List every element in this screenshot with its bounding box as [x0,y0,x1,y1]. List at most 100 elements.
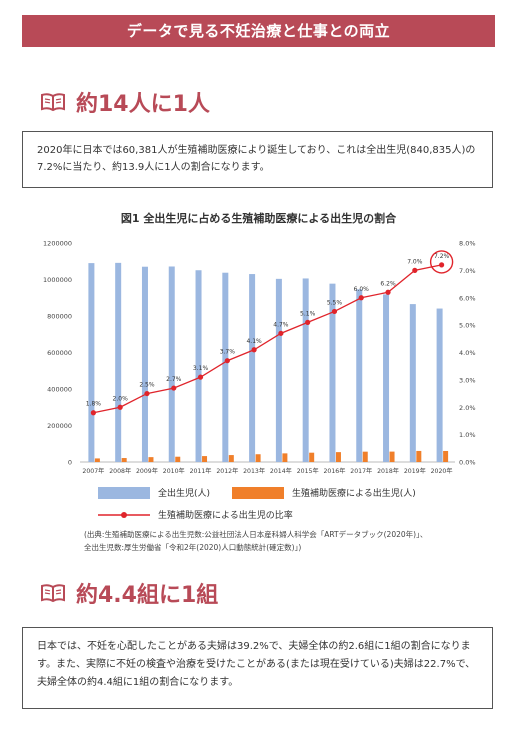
section1-heading-text: 約14人に1人 [76,92,210,117]
ratio-point [385,289,391,295]
right-tick-label: 8.0% [459,240,476,248]
legend-swatch-blue [98,486,150,499]
bar-all-births [249,274,256,462]
ratio-data-label: 5.1% [300,310,316,317]
right-tick-label: 6.0% [459,294,476,302]
left-tick-label: 800000 [47,313,72,321]
legend-art-births-label: 生殖補助医療による出生児(人) [292,489,416,499]
ratio-data-label: 2.7% [166,376,182,383]
right-tick-label: 0.0% [459,459,476,467]
left-tick-label: 0 [68,459,72,467]
ratio-data-label: 2.0% [113,395,129,402]
section1-heading: 約14人に1人 [40,84,210,120]
bar-all-births [141,266,148,462]
right-tick-label: 3.0% [459,376,476,384]
x-tick-label: 2009年 [136,467,158,475]
bar-art-births [175,456,181,462]
bar-art-births [282,453,288,462]
bar-all-births [88,263,95,462]
x-tick-label: 2011年 [190,467,212,475]
bar-art-births [202,456,208,462]
bar-all-births [329,283,336,462]
legend-swatch-orange [232,486,284,499]
x-tick-label: 2010年 [163,467,185,475]
bar-all-births [302,278,309,462]
ratio-point [144,390,150,397]
bar-art-births [94,458,100,462]
legend-line-swatch [98,511,150,518]
open-book-icon [41,93,65,112]
bar-art-births [335,452,341,462]
page-banner: データで見る不妊治療と仕事との両立 [22,15,495,47]
bar-art-births [121,458,127,462]
section2-heading: 約4.4組に1組 [40,575,218,611]
ratio-data-label: 2.5% [139,382,155,389]
right-tick-label: 2.0% [459,404,476,412]
x-tick-label: 2007年 [82,467,104,475]
chart-title: 図1 全出生児に占める生殖補助医療による出生児の割合 [120,212,397,225]
source-line-2: 全出生児数:厚生労働省「令和2年(2020)人口動態統計(確定数)」) [84,543,302,552]
ratio-point [358,295,364,301]
x-tick-label: 2008年 [109,467,131,475]
x-tick-label: 2012年 [216,467,238,475]
bar-all-births [168,266,175,462]
x-tick-label: 2013年 [243,467,265,475]
bar-art-births [309,452,315,462]
ratio-point [251,347,257,353]
ratio-data-label: 6.0% [354,286,370,293]
section1-text-box: 2020年に日本では60,381人が生殖補助医療により誕生しており、これは全出生… [22,131,493,188]
legend-ratio-label: 生殖補助医療による出生児の比率 [158,511,293,521]
section2-heading-text: 約4.4組に1組 [76,583,219,608]
ratio-point [117,404,123,410]
right-tick-label: 1.0% [459,431,476,439]
bar-all-births [356,289,363,462]
ratio-point [439,262,445,268]
ratio-data-label: 4.1% [246,338,262,345]
ratio-point [331,308,338,315]
bar-art-births [255,454,261,462]
bar-all-births [409,304,416,462]
source-line-1: (出典:生殖補助医療による出生児数:公益社団法人日本産科婦人科学会「ARTデータ… [84,530,428,539]
bar-all-births [195,270,202,462]
section2-text-box: 日本では、不妊を心配したことがある夫婦は39.2%で、夫婦全体の約2.6組に1組… [22,627,493,709]
left-tick-label: 1200000 [43,240,72,248]
bar-art-births [362,451,368,462]
bar-all-births [222,272,229,462]
x-tick-label: 2015年 [297,467,319,475]
chart-source: (出典:生殖補助医療による出生児数:公益社団法人日本産科婦人科学会「ARTデータ… [84,528,427,554]
birth-chart: 0 200000 400000 600000 800000 1000000 1200000 0… [43,240,476,476]
x-tick-label: 2014年 [270,467,292,475]
ratio-data-label: 7.0% [407,258,423,265]
ratio-point [171,385,177,391]
ratio-point [278,330,284,336]
x-tick-label: 2019年 [404,467,426,475]
ratio-data-label: 7.2% [434,253,450,260]
bar-art-births [389,451,395,462]
legend-all-births: 全出生児(人) [98,486,210,499]
highlight-circle [429,250,454,274]
left-tick-label: 1000000 [43,276,72,284]
legend-art-births: 生殖補助医療による出生児(人) [232,486,416,499]
bar-art-births [148,457,154,462]
legend-all-births-label: 全出生児(人) [158,489,211,499]
bar-all-births [275,278,282,462]
right-tick-label: 4.0% [459,349,476,357]
left-tick-label: 400000 [47,386,72,394]
open-book-icon [41,584,65,603]
ratio-data-label: 5.5% [327,299,343,306]
right-tick-label: 7.0% [459,267,476,275]
ratio-point [224,358,230,364]
x-tick-label: 2020年 [431,467,453,475]
bar-all-births [383,294,390,462]
left-tick-label: 200000 [47,422,72,430]
section2-body: 日本では、不妊を心配したことがある夫婦は39.2%で、夫婦全体の約2.6組に1組… [37,641,476,688]
ratio-data-label: 4.7% [273,321,289,328]
ratio-line [93,264,442,414]
x-tick-label: 2017年 [350,467,372,475]
ratio-data-label: 6.2% [380,280,396,287]
bar-art-births [416,450,422,462]
ratio-data-label: 1.8% [86,401,102,408]
ratio-point [197,374,204,380]
right-tick-label: 5.0% [459,322,476,330]
ratio-data-label: 3.1% [193,365,209,372]
